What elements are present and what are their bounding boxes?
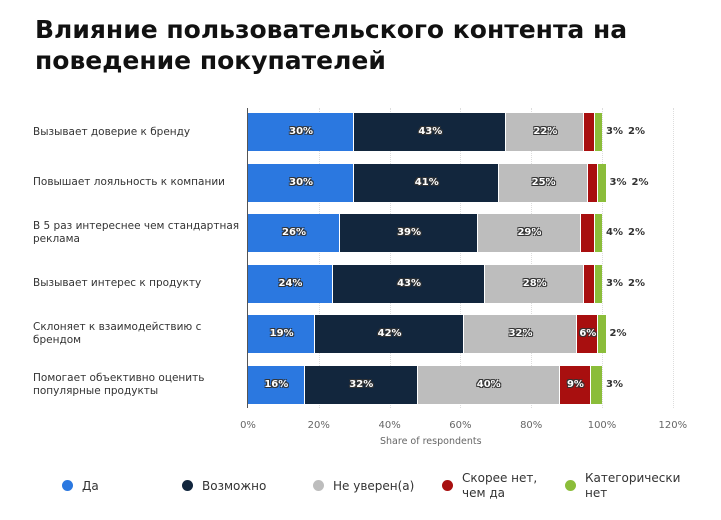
category-label: Повышает лояльность к компании xyxy=(33,176,225,189)
gridline xyxy=(531,108,533,408)
legend-label: Скорее нет, чем да xyxy=(462,471,538,500)
data-label: 43% xyxy=(397,277,422,289)
bar-segment xyxy=(485,264,584,303)
bar-segment xyxy=(506,113,584,151)
gridline xyxy=(672,108,674,408)
gridline xyxy=(318,108,320,408)
legend-marker xyxy=(313,480,324,491)
data-label: 24% xyxy=(278,277,303,289)
bar-segment xyxy=(248,163,354,202)
x-tick-label: 80% xyxy=(520,420,543,431)
data-label: 43% xyxy=(418,126,443,137)
data-label: 25% xyxy=(531,176,556,188)
data-label: 39% xyxy=(397,227,422,239)
data-label: 2% xyxy=(609,328,627,340)
x-tick-label: 120% xyxy=(658,420,688,431)
bar-segment xyxy=(332,264,485,303)
legend-marker xyxy=(442,480,453,491)
legend-label: Возможно xyxy=(202,478,267,493)
bar-segment xyxy=(248,214,340,253)
x-tick-label: 0% xyxy=(240,420,256,431)
bar-segment xyxy=(591,366,602,404)
data-label: 42% xyxy=(377,328,402,340)
legend-marker xyxy=(565,480,576,491)
data-label: 19% xyxy=(269,328,294,340)
category-label: Вызывает интерес к продукту xyxy=(33,277,202,290)
bar-segment xyxy=(315,315,463,354)
x-tick-label: 100% xyxy=(587,420,617,431)
x-tick-label: 40% xyxy=(378,420,401,431)
bar-segment xyxy=(463,315,577,354)
data-label: 32% xyxy=(508,328,533,340)
x-tick-label: 20% xyxy=(307,420,330,431)
data-label: 41% xyxy=(414,176,439,188)
data-label: 2% xyxy=(628,126,645,137)
gridline xyxy=(602,108,603,408)
bar-segment xyxy=(594,214,602,253)
data-label: 3% xyxy=(606,126,623,137)
data-label: 32% xyxy=(349,379,374,390)
data-label: 30% xyxy=(289,126,314,137)
data-label: 40% xyxy=(476,379,501,390)
data-label: 22% xyxy=(533,126,558,137)
legend-label: Категорически нет xyxy=(585,471,681,500)
category-label: В 5 раз интереснее чем стандартная рекла… xyxy=(33,220,240,246)
data-label: 26% xyxy=(282,227,306,239)
data-label: 3% xyxy=(609,176,627,188)
bar-segment xyxy=(580,214,594,253)
bar-segment xyxy=(587,163,598,202)
legend-marker xyxy=(182,480,193,491)
data-label: 6% xyxy=(579,328,597,340)
category-label: Склоняет к взаимодействию с брендом xyxy=(33,321,202,347)
legend-label: Да xyxy=(82,478,99,493)
bar-segment xyxy=(354,113,506,151)
bar-segment xyxy=(478,214,580,253)
bar-segment xyxy=(248,366,304,404)
x-tick-label: 60% xyxy=(449,420,472,431)
data-label: 2% xyxy=(628,227,645,239)
bar-segment xyxy=(248,315,315,354)
data-label: 2% xyxy=(628,277,645,289)
bar-segment xyxy=(584,113,594,151)
legend-label: Не уверен(а) xyxy=(333,478,415,493)
data-label: 3% xyxy=(606,379,623,390)
gridline xyxy=(460,108,462,408)
legend-marker xyxy=(62,480,73,491)
data-label: 29% xyxy=(517,227,542,239)
data-label: 16% xyxy=(264,379,289,390)
bar-segment xyxy=(594,264,602,303)
bar-segment xyxy=(499,163,587,202)
data-label: 28% xyxy=(522,277,547,289)
bar-segment xyxy=(598,315,606,354)
bar-segment xyxy=(598,163,606,202)
bar-segment xyxy=(577,315,598,354)
data-label: 4% xyxy=(606,227,623,239)
data-label: 9% xyxy=(566,379,584,390)
bar-segment xyxy=(304,366,417,404)
category-label: Вызывает доверие к бренду xyxy=(33,125,191,138)
bar-segment xyxy=(248,113,354,151)
bar-segment xyxy=(248,264,332,303)
bar-segment xyxy=(340,214,478,253)
y-axis-line xyxy=(247,108,248,408)
bar-segment xyxy=(417,366,559,404)
data-label: 2% xyxy=(631,176,649,188)
bar-segment xyxy=(594,113,602,151)
gridline xyxy=(389,108,391,408)
bar-segment xyxy=(584,264,594,303)
bar-segment xyxy=(559,366,591,404)
data-label: 30% xyxy=(289,176,314,188)
category-label: Помогает объективно оценить популярные п… xyxy=(33,372,205,397)
data-label: 3% xyxy=(606,277,623,289)
chart-title: Влияние пользовательского контента на по… xyxy=(35,15,628,75)
bar-segment xyxy=(354,163,499,202)
x-axis-label: Share of respondents xyxy=(380,436,482,447)
